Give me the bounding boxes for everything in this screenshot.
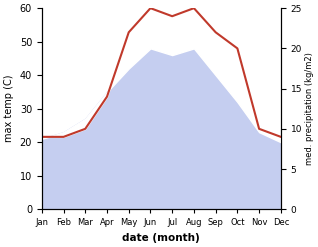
X-axis label: date (month): date (month)	[122, 233, 200, 243]
Y-axis label: med. precipitation (kg/m2): med. precipitation (kg/m2)	[305, 52, 314, 165]
Y-axis label: max temp (C): max temp (C)	[4, 75, 14, 143]
